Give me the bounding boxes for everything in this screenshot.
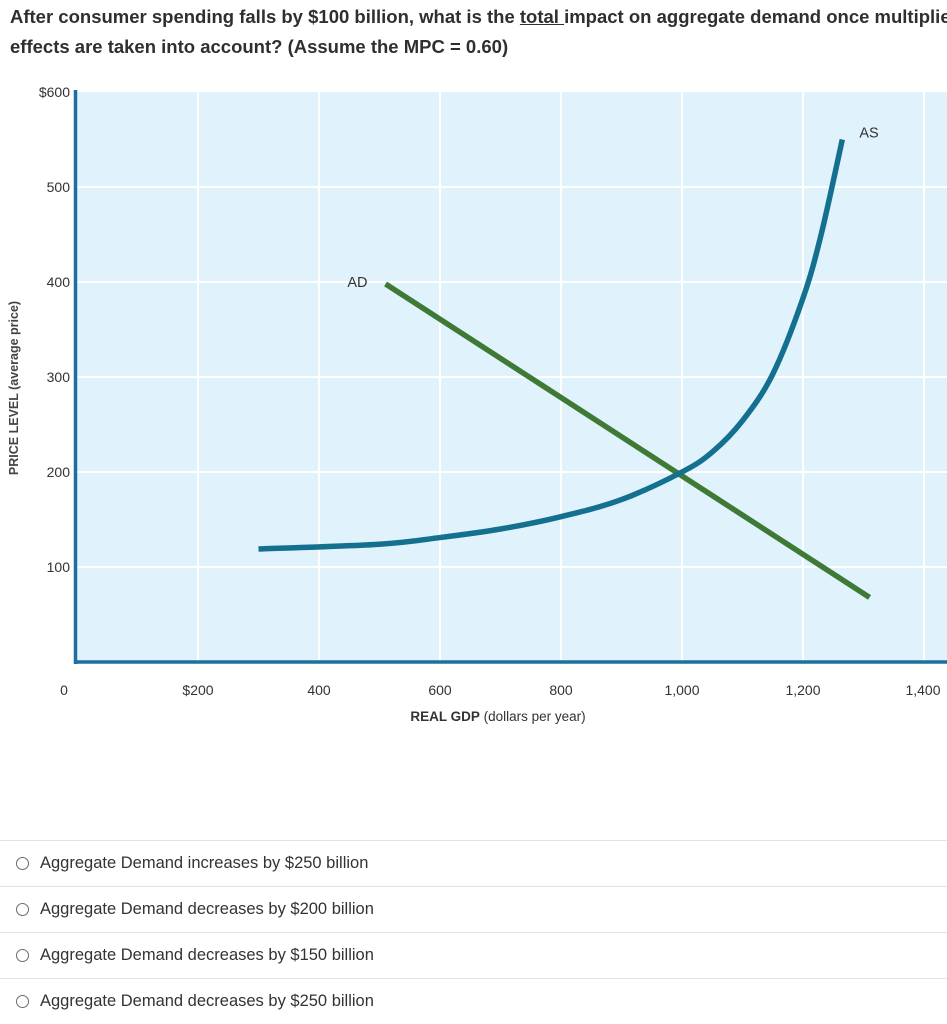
x-axis-label: REAL GDP (dollars per year) <box>410 709 585 724</box>
x-tick-label: $200 <box>182 682 213 698</box>
series-label-ad: AD <box>347 275 367 291</box>
answer-choices: Aggregate Demand increases by $250 billi… <box>0 840 947 1024</box>
axis-ticks: 0 $200 400 600 800 1,000 1,200 1,400 100 200 300 40… <box>39 84 941 698</box>
radio-button[interactable] <box>16 949 29 962</box>
series-ad-line <box>384 281 872 600</box>
choice-2[interactable]: Aggregate Demand decreases by $200 billi… <box>0 886 947 932</box>
y-tick-label: 500 <box>47 179 71 195</box>
y-tick-label: 400 <box>47 274 71 290</box>
x-tick-label: 1,400 <box>905 682 940 698</box>
radio-button[interactable] <box>16 857 29 870</box>
x-tick-label: 0 <box>60 682 68 698</box>
y-axis-label: PRICE LEVEL (average price) <box>7 301 21 475</box>
choice-label: Aggregate Demand increases by $250 billi… <box>40 854 369 872</box>
choice-3[interactable]: Aggregate Demand decreases by $150 billi… <box>0 932 947 978</box>
radio-button[interactable] <box>16 995 29 1008</box>
choice-1[interactable]: Aggregate Demand increases by $250 billi… <box>0 840 947 886</box>
y-tick-label: $600 <box>39 84 70 100</box>
y-tick-label: 100 <box>47 559 71 575</box>
chart-marks: AD AS <box>258 126 879 600</box>
x-tick-label: 400 <box>307 682 331 698</box>
question-emphasis: total <box>519 6 565 27</box>
radio-button[interactable] <box>16 903 29 916</box>
series-as-line <box>258 138 846 552</box>
y-tick-label: 200 <box>47 464 71 480</box>
y-tick-label: 300 <box>47 369 71 385</box>
choice-label: Aggregate Demand decreases by $200 billi… <box>40 900 374 918</box>
choice-label: Aggregate Demand decreases by $150 billi… <box>40 946 374 964</box>
question-text: After consumer spending falls by $100 bi… <box>10 2 947 62</box>
x-tick-label: 1,000 <box>664 682 699 698</box>
question-line-2: effects are taken into account? (Assume … <box>10 36 509 57</box>
x-tick-label: 1,200 <box>785 682 820 698</box>
x-tick-label: 600 <box>428 682 452 698</box>
question-line-1: After consumer spending falls by $100 bi… <box>10 6 947 27</box>
ad-as-chart: AD AS 0 $200 400 600 800 1,000 1,200 1,400 100 200… <box>7 84 947 724</box>
x-tick-label: 800 <box>549 682 573 698</box>
series-label-as: AS <box>859 126 878 142</box>
choice-4[interactable]: Aggregate Demand decreases by $250 billi… <box>0 978 947 1024</box>
choice-label: Aggregate Demand decreases by $250 billi… <box>40 992 374 1010</box>
